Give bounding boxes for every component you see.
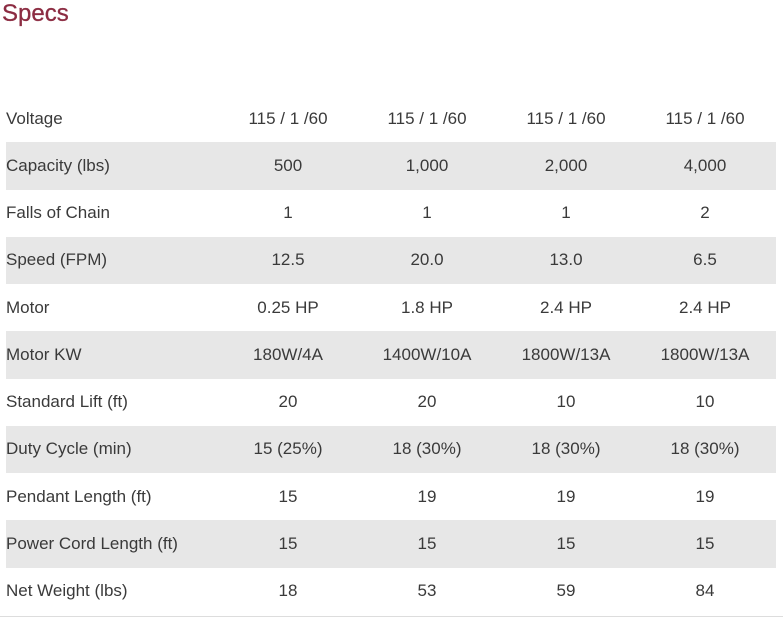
svg-text:Specs: Specs [2, 0, 69, 27]
